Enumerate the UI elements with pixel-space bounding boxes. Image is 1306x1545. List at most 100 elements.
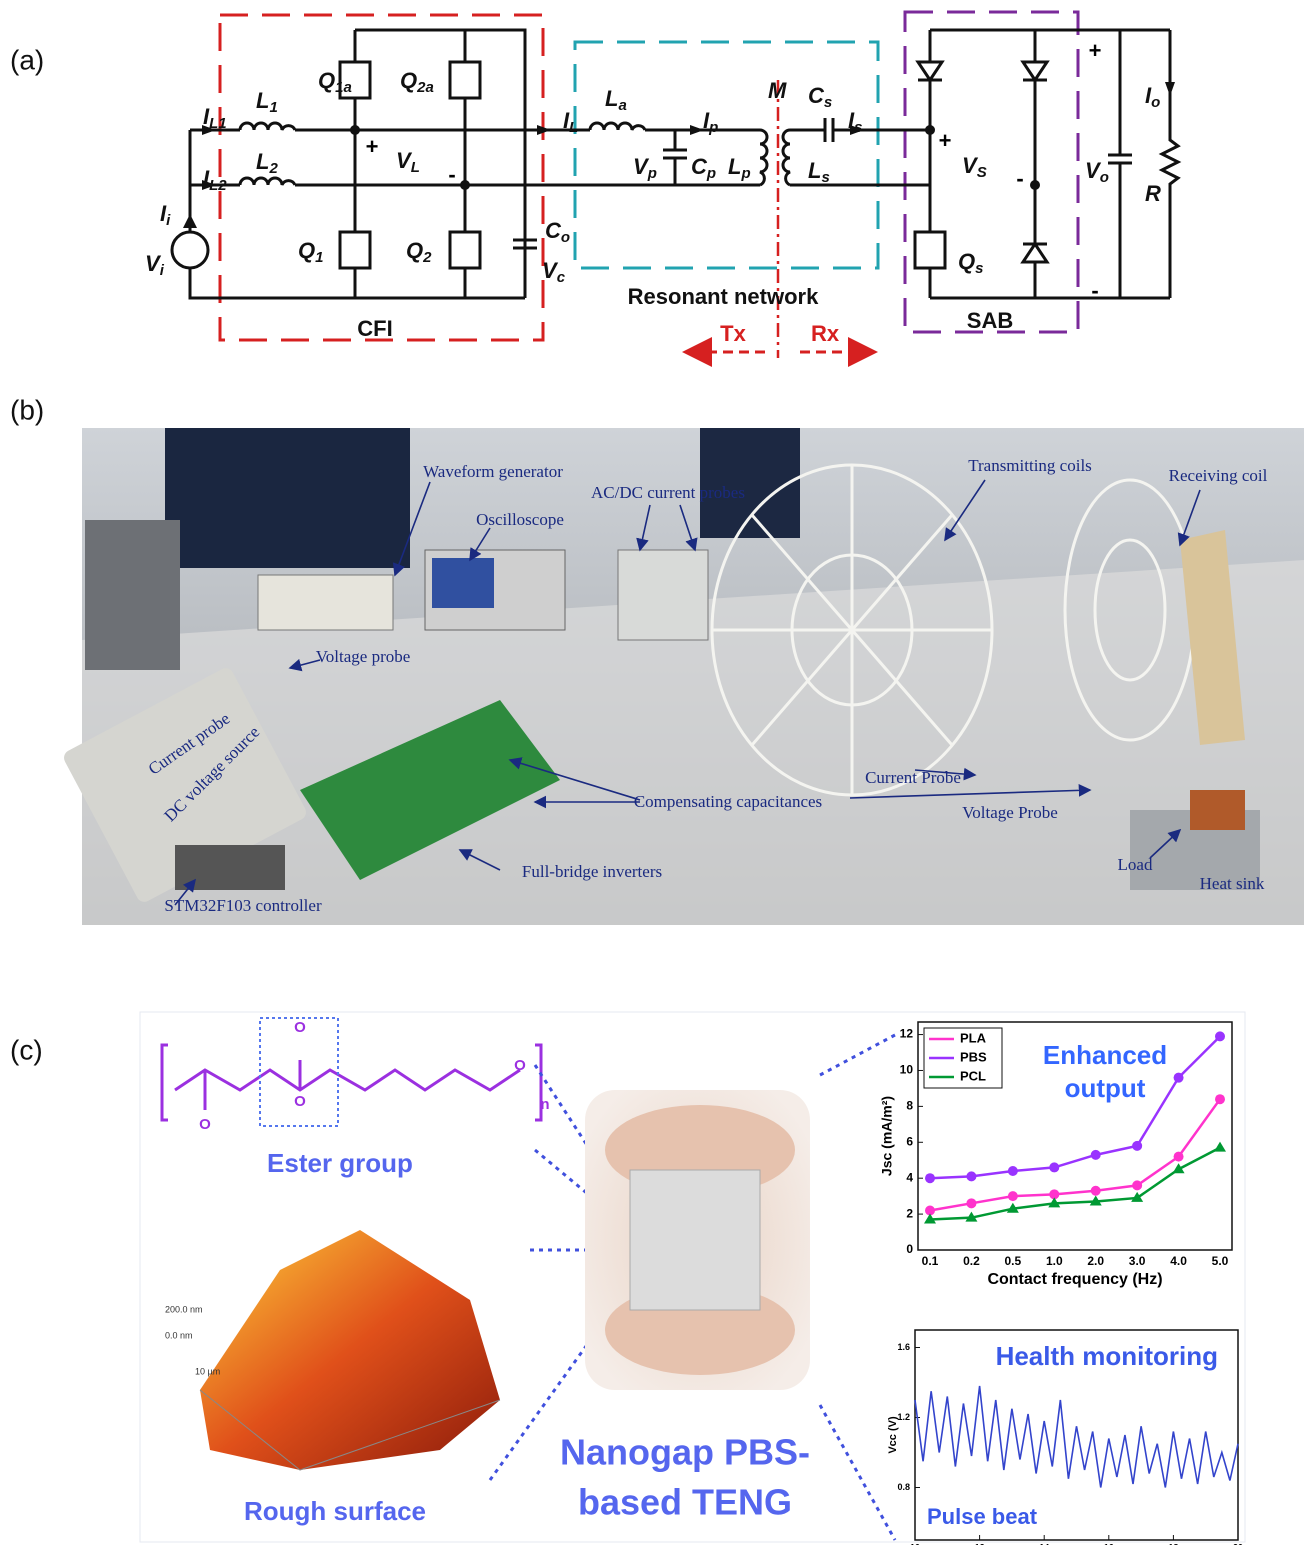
x-tick-label: 0.2	[963, 1254, 980, 1268]
circuit-symbol: L2	[256, 149, 278, 177]
circuit-symbol: Q1	[298, 238, 323, 266]
symbol-sub: p	[647, 165, 657, 182]
x-tick-label: 3.0	[1129, 1254, 1146, 1268]
side-label: Tx	[720, 321, 746, 346]
legend-label: PBS	[960, 1049, 987, 1064]
symbol-main: L	[256, 88, 269, 113]
photo-annotation: Compensating capacitances	[634, 792, 822, 811]
structure-atom: O	[199, 1116, 211, 1133]
circuit-symbol: Vo	[1085, 158, 1109, 186]
y-tick-label: 0.8	[897, 1482, 910, 1492]
circuit-symbol: Cs	[808, 83, 832, 111]
symbol-sub: o	[561, 229, 570, 246]
abstract-text: Rough surface	[244, 1496, 426, 1526]
symbol-sub: p	[708, 119, 718, 136]
photo-annotation: Oscilloscope	[476, 510, 564, 529]
polarity-sign: +	[939, 128, 952, 153]
circuit-symbol: VL	[396, 148, 420, 176]
symbol-sub: p	[740, 165, 750, 182]
marker	[1091, 1150, 1101, 1160]
circuit-symbol: Vc	[542, 258, 566, 286]
circuit-symbol: Cp	[691, 154, 716, 182]
symbol-main: Q	[318, 68, 335, 93]
block-label: Resonant network	[628, 284, 819, 309]
polarity-sign: -	[448, 162, 455, 187]
legend-label: PCL	[960, 1068, 986, 1083]
symbol-main: Q	[958, 249, 975, 274]
photo-annotation: Voltage probe	[316, 647, 411, 666]
y-axis-label: Vcc (V)	[887, 1416, 899, 1454]
photo-annotation: Transmitting coils	[968, 456, 1092, 475]
circuit-symbol: IL2	[203, 166, 227, 194]
marker	[1215, 1031, 1225, 1041]
symbol-main: L	[808, 158, 821, 183]
chart-annotation: Pulse beat	[927, 1504, 1038, 1529]
photo-annotation: Load	[1118, 855, 1153, 874]
polarity-sign: -	[1091, 278, 1098, 303]
symbol-sub: i	[160, 262, 165, 279]
symbol-sub: L1	[209, 115, 227, 132]
y-tick-label: 1.2	[897, 1412, 910, 1422]
symbol-sub: L	[411, 159, 420, 176]
circuit-symbol: Vp	[633, 154, 657, 182]
abstract-text: Enhanced	[1043, 1040, 1167, 1070]
circuit-symbol: Is	[848, 108, 862, 136]
marker	[966, 1198, 976, 1208]
y-tick-label: 0	[906, 1242, 913, 1256]
x-tick-label: 4.0	[1170, 1254, 1187, 1268]
marker	[1091, 1186, 1101, 1196]
marker	[1174, 1152, 1184, 1162]
legend-label: PLA	[960, 1030, 987, 1045]
marker	[1008, 1191, 1018, 1201]
symbol-sub: L	[569, 119, 578, 136]
polarity-sign: +	[1089, 38, 1102, 63]
circuit-symbol: M	[768, 78, 787, 103]
panel-label: (a)	[10, 44, 44, 75]
structure-atom: O	[514, 1057, 526, 1074]
abstract-text: Nanogap PBS-	[560, 1432, 810, 1473]
symbol-sub: a	[618, 97, 626, 114]
marker	[1132, 1180, 1142, 1190]
photo-annotation: AC/DC current probes	[591, 483, 745, 502]
symbol-main: C	[691, 154, 708, 179]
side-label: Rx	[811, 321, 840, 346]
marker	[1215, 1094, 1225, 1104]
abstract-text: output	[1065, 1073, 1146, 1103]
symbol-sub: 2	[422, 249, 432, 266]
circuit-symbol: Co	[545, 218, 570, 246]
structure-atom: O	[294, 1093, 306, 1110]
photo-annotation: Voltage Probe	[962, 803, 1058, 822]
symbol-main: Q	[400, 68, 417, 93]
photo-annotation: Full-bridge inverters	[522, 862, 662, 881]
x-tick-label: 0.1	[922, 1254, 939, 1268]
photo-annotation: Current Probe	[865, 768, 961, 787]
circuit-symbol: Ip	[703, 108, 718, 136]
circuit-symbol: Ii	[160, 201, 171, 229]
y-tick-label: 12	[900, 1027, 914, 1041]
y-axis-label: Jsc (mA/m²)	[879, 1096, 895, 1176]
symbol-sub: p	[706, 165, 716, 182]
abstract-text: Ester group	[267, 1148, 413, 1178]
symbol-main: C	[545, 218, 562, 243]
structure-atom: n	[540, 1096, 549, 1113]
symbol-main: L	[256, 149, 269, 174]
structure-atom: O	[294, 1019, 306, 1036]
symbol-sub: 2	[268, 160, 278, 177]
panel-label: (c)	[10, 1034, 43, 1065]
circuit-symbol: Lp	[728, 154, 751, 182]
photo-annotation: Waveform generator	[423, 462, 563, 481]
circuit-symbol: Vi	[145, 251, 165, 279]
circuit-symbol: Qs	[958, 249, 983, 277]
symbol-sub: o	[1151, 94, 1160, 111]
circuit-symbol: Ls	[808, 158, 830, 186]
photo	[61, 428, 1304, 925]
block-label: SAB	[967, 308, 1013, 333]
x-tick-label: 0.5	[1005, 1254, 1022, 1268]
x-tick-label: 1.0	[1046, 1254, 1063, 1268]
symbol-sub: s	[854, 119, 862, 136]
marker	[1008, 1166, 1018, 1176]
marker	[1049, 1162, 1059, 1172]
symbol-main: L	[728, 154, 741, 179]
x-tick-label: 5.0	[1212, 1254, 1229, 1268]
symbol-sub: 1	[269, 99, 277, 116]
